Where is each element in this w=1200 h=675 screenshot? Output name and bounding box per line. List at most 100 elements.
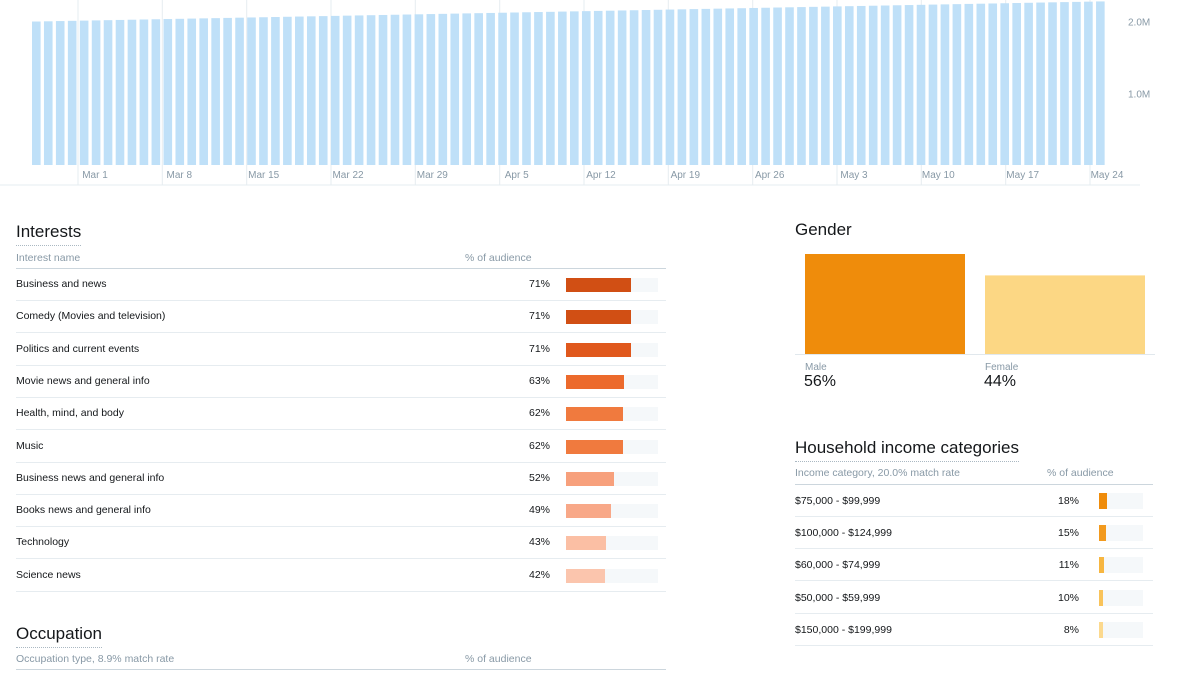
audience-bar [462, 13, 472, 166]
income-name: $75,000 - $99,999 [795, 495, 881, 507]
audience-bar [1036, 2, 1045, 166]
income-pct: 18% [1057, 495, 1079, 507]
audience-bar [330, 15, 340, 165]
audience-bar [151, 19, 161, 166]
audience-bar [988, 3, 998, 165]
income-bar-fill [1099, 557, 1104, 574]
audience-bar [522, 12, 531, 165]
audience-bar [713, 8, 723, 165]
interest-name: Science news [16, 568, 81, 581]
audience-bar [378, 14, 388, 166]
interest-bar-fill [566, 278, 632, 292]
interest-pct: 42% [528, 568, 550, 581]
interest-bar-fill [566, 374, 624, 389]
audience-bar [677, 9, 687, 165]
occupation-col-pct: % of audience [465, 653, 532, 665]
audience-bar [306, 16, 316, 165]
audience-bar [928, 4, 938, 166]
interest-pct: 49% [528, 504, 550, 517]
audience-bar [55, 21, 65, 165]
audience-bar [199, 18, 208, 165]
audience-bar [115, 19, 125, 165]
audience-bar [1084, 1, 1093, 165]
interest-bar-track [566, 374, 658, 389]
audience-bar [773, 7, 782, 166]
interest-bar-track [566, 504, 658, 519]
audience-bar [402, 14, 412, 166]
audience-bar [689, 9, 699, 165]
interest-row: Science news 42% [16, 560, 666, 592]
audience-bar [964, 3, 974, 166]
x-tick-label: May 24 [1091, 170, 1124, 181]
income-pct: 11% [1058, 559, 1079, 572]
interest-pct: 71% [528, 342, 550, 355]
interest-bar-track [566, 471, 658, 486]
interests-title: Interests [16, 222, 82, 246]
x-tick-label: Mar 15 [248, 170, 280, 181]
occupation-title: Occupation [16, 624, 102, 648]
audience-bar [163, 19, 173, 165]
income-bar-track [1099, 621, 1143, 638]
audience-bar [821, 6, 830, 165]
interest-pct: 71% [528, 310, 550, 323]
interest-pct: 43% [528, 536, 550, 549]
interest-bar-track [566, 407, 658, 422]
x-tick-label: May 3 [840, 170, 868, 181]
interest-pct: 71% [528, 278, 550, 290]
interests-header-divider [16, 268, 666, 269]
audience-bar [103, 20, 113, 166]
interest-name: Health, mind, and body [16, 407, 124, 420]
audience-bar [79, 20, 89, 166]
interest-bar-track [566, 439, 658, 454]
x-tick-label: Mar 1 [82, 170, 108, 181]
audience-bar [187, 18, 197, 166]
interest-name: Technology [16, 536, 70, 549]
interest-name: Music [16, 439, 44, 452]
occupation-col-name: Occupation type, 8.9% match rate [16, 653, 175, 665]
interest-bar-fill [566, 407, 624, 422]
interest-row: Music 62% [16, 431, 666, 463]
audience-bar [259, 17, 268, 166]
interest-bar-fill [566, 471, 614, 486]
audience-bar [737, 8, 746, 165]
income-bar-fill [1099, 621, 1103, 638]
income-bar-track [1099, 589, 1143, 606]
audience-bar [354, 15, 364, 166]
y-tick-label: 2.0M [1128, 18, 1150, 29]
income-bar-track [1099, 525, 1143, 542]
audience-bar [474, 13, 483, 166]
audience-bar [295, 16, 304, 166]
gender-chart [795, 250, 1155, 360]
interest-name: Comedy (Movies and television) [16, 310, 166, 323]
interest-row: Business and news 71% [16, 269, 666, 301]
audience-bar [211, 18, 220, 165]
income-name: $60,000 - $74,999 [795, 559, 881, 572]
audience-bar [534, 12, 543, 166]
audience-bar [880, 5, 890, 165]
interest-row: Health, mind, and body 62% [16, 398, 666, 431]
audience-bar [653, 9, 663, 166]
interest-pct: 62% [528, 439, 550, 452]
income-name: $100,000 - $124,999 [795, 527, 892, 540]
audience-bar [1096, 1, 1105, 166]
gender-female-label: Female [985, 362, 1019, 373]
audience-bar [844, 6, 854, 166]
audience-bar [450, 13, 460, 166]
audience-bar [1060, 2, 1069, 165]
audience-bar [797, 7, 806, 165]
interests-col-name: Interest name [16, 252, 81, 264]
interest-pct: 62% [528, 407, 550, 420]
income-bar-track [1099, 493, 1143, 509]
income-pct: 15% [1057, 527, 1079, 540]
gender-male-label: Male [805, 362, 827, 373]
audience-bar [605, 10, 615, 165]
income-pct: 10% [1057, 591, 1079, 604]
interest-row: Books news and general info 49% [16, 495, 666, 528]
interest-pct: 63% [528, 374, 550, 387]
x-tick-label: Apr 19 [671, 170, 701, 181]
income-pct: 8% [1063, 623, 1079, 636]
income-name: $50,000 - $59,999 [795, 591, 881, 604]
audience-bar [1000, 3, 1010, 165]
audience-bar [976, 3, 986, 165]
x-tick-label: Apr 5 [505, 170, 529, 181]
